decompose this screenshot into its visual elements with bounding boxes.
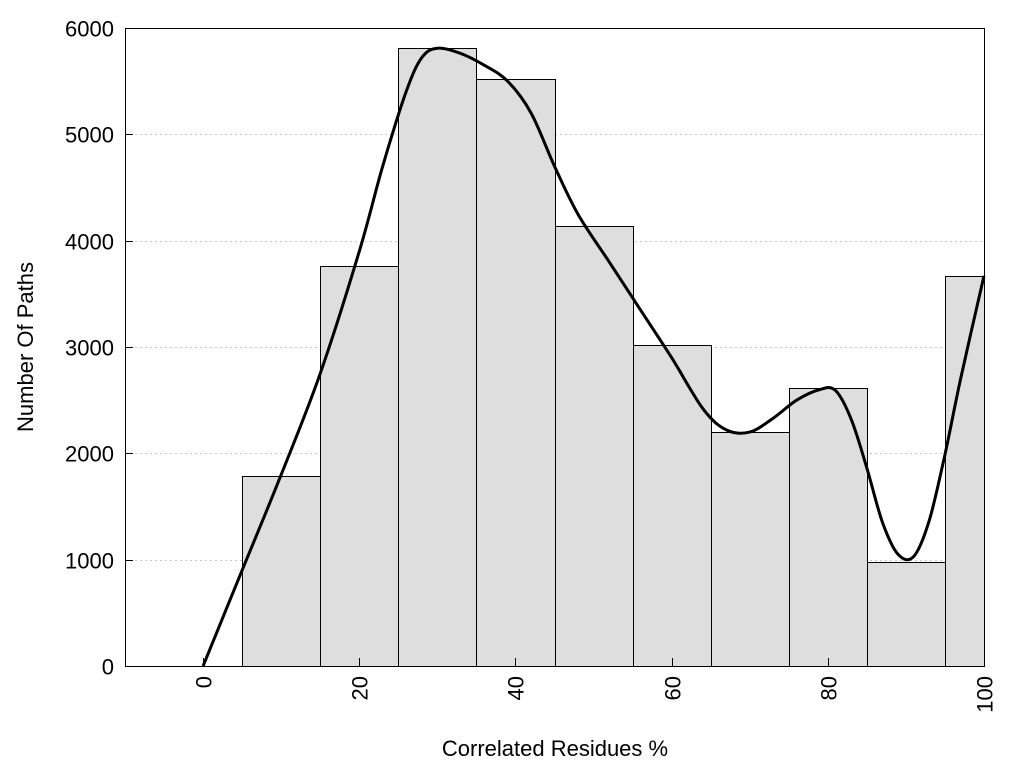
bar-10 <box>242 476 321 667</box>
x-tick-label: 80 <box>817 676 842 700</box>
x-tick-label: 0 <box>192 676 217 688</box>
bar-100 <box>945 276 985 667</box>
bar-60 <box>633 345 712 667</box>
y-ticks: 0 1000 2000 3000 4000 5000 6000 <box>65 17 133 680</box>
x-tick-label: 40 <box>504 676 529 700</box>
x-tick-label: 60 <box>661 676 686 700</box>
x-ticks: 0 20 40 60 80 100 <box>192 658 998 713</box>
y-tick-label: 5000 <box>65 123 114 148</box>
x-tick-label: 100 <box>973 676 998 713</box>
bar-20 <box>320 266 399 667</box>
bars <box>242 48 985 667</box>
curve-layer <box>201 46 986 667</box>
y-axis-title: Number Of Paths <box>13 262 38 432</box>
y-tick-label: 4000 <box>65 230 114 255</box>
bar-80 <box>789 388 868 667</box>
bar-30 <box>398 48 477 667</box>
bar-90 <box>867 562 946 667</box>
x-axis-title: Correlated Residues % <box>442 736 668 761</box>
y-tick-label: 2000 <box>65 442 114 467</box>
y-tick-label: 6000 <box>65 17 114 42</box>
x-tick-label: 20 <box>348 676 373 700</box>
bar-70 <box>711 432 790 667</box>
trend-curve <box>201 46 986 667</box>
y-tick-label: 1000 <box>65 549 114 574</box>
y-tick-label: 0 <box>102 655 114 680</box>
bar-50 <box>555 226 634 667</box>
bar-40 <box>476 79 556 667</box>
y-tick-label: 3000 <box>65 336 114 361</box>
